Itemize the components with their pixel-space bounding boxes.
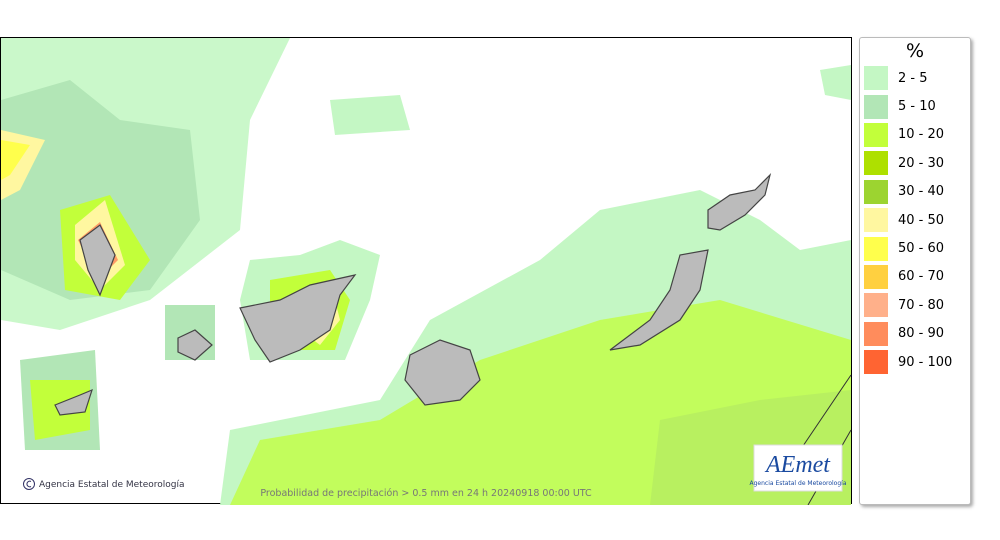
legend-label: 2 - 5 (898, 70, 928, 86)
legend-swatch (864, 321, 888, 346)
credit-text: Agencia Estatal de Meteorología (39, 480, 185, 490)
legend-item: 30 - 40 (864, 178, 970, 206)
legend-label: 30 - 40 (898, 184, 945, 200)
legend-swatch (864, 94, 888, 119)
legend-item: 5 - 10 (864, 92, 970, 120)
legend-label: 70 - 80 (898, 297, 945, 313)
logo-subtitle: Agencia Estatal de Meteorología (750, 480, 847, 487)
legend-label: 80 - 90 (898, 326, 945, 342)
legend-title: % (905, 40, 925, 62)
legend-items: 2 - 5 5 - 10 10 - 20 20 - 30 30 - 40 40 - 50 5… (860, 64, 970, 376)
legend-item: 80 - 90 (864, 320, 970, 348)
legend-label: 60 - 70 (898, 269, 945, 285)
map: Agencia Estatal de Meteorología Probabil… (0, 37, 852, 505)
legend-swatch (864, 66, 888, 91)
legend-item: 10 - 20 (864, 121, 970, 149)
legend-label: 20 - 30 (898, 155, 945, 171)
legend-swatch (864, 208, 888, 233)
legend: % 2 - 5 5 - 10 10 - 20 20 - 30 30 - 40 40 - 5… (859, 37, 971, 505)
legend-swatch (864, 264, 888, 289)
islands (54, 173, 772, 416)
legend-swatch (864, 179, 888, 204)
credit: Agencia Estatal de Meteorología (23, 478, 185, 490)
legend-swatch (864, 236, 888, 261)
legend-swatch (864, 293, 888, 318)
logo: AEmet Agencia Estatal de Meteorología (750, 444, 847, 492)
legend-item: 60 - 70 (864, 263, 970, 291)
legend-label: 50 - 60 (898, 241, 945, 257)
legend-swatch (864, 151, 888, 176)
legend-item: 50 - 60 (864, 234, 970, 262)
legend-label: 90 - 100 (898, 354, 953, 370)
legend-label: 40 - 50 (898, 212, 945, 228)
legend-item: 70 - 80 (864, 291, 970, 319)
caption: Probabilidad de precipitación > 0.5 mm e… (260, 488, 592, 499)
logo-text: AEmet (764, 452, 831, 478)
legend-item: 2 - 5 (864, 64, 970, 92)
legend-swatch (864, 122, 888, 147)
legend-item: 90 - 100 (864, 348, 970, 376)
legend-swatch (864, 350, 888, 375)
legend-item: 20 - 30 (864, 149, 970, 177)
legend-label: 5 - 10 (898, 99, 936, 115)
legend-label: 10 - 20 (898, 127, 945, 143)
legend-item: 40 - 50 (864, 206, 970, 234)
